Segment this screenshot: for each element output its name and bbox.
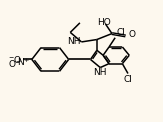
Text: Cl: Cl <box>123 75 132 84</box>
Text: NH: NH <box>93 68 106 77</box>
Text: N$^{+}$: N$^{+}$ <box>17 56 30 68</box>
Text: NH: NH <box>67 37 81 46</box>
Text: O$^{-}$: O$^{-}$ <box>8 58 22 70</box>
Text: $^{-}$O: $^{-}$O <box>8 54 22 65</box>
Text: HO: HO <box>97 18 111 27</box>
Text: Cl: Cl <box>116 28 125 37</box>
Text: O: O <box>128 30 135 39</box>
